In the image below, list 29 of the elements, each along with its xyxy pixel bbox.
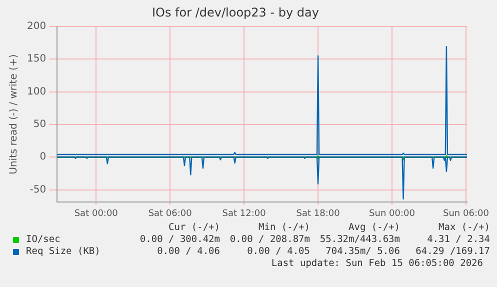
text: Last update: Sun Feb 15 06:05:00 2026 xyxy=(271,258,483,269)
text: 55.32m/443.63m xyxy=(318,234,400,245)
legend-label: Req Size (KB) xyxy=(26,246,100,257)
y-tick-label: 200 xyxy=(26,20,46,32)
y-tick-label: 50 xyxy=(33,119,46,130)
text: 704.35m/ 5.06 xyxy=(324,246,400,257)
text: 4.31 / 2.34 xyxy=(426,234,490,245)
y-tick-label: 100 xyxy=(26,86,46,98)
y-tick-label: 150 xyxy=(26,54,46,65)
text: 64.29 /169.17 xyxy=(414,246,490,257)
legend-label: IO/sec xyxy=(26,234,60,245)
text: 0.00 / 4.06 xyxy=(156,246,220,257)
y-tick-label: 0 xyxy=(40,152,46,163)
x-tick-label: Sat 00:00 xyxy=(74,208,118,219)
x-tick-label: Sun 06:00 xyxy=(443,208,490,219)
x-tick-label: Sat 18:00 xyxy=(296,208,340,219)
text: 0.00 / 300.42m xyxy=(138,234,220,245)
x-tick-label: Sat 12:00 xyxy=(222,208,266,219)
text: Cur (-/+) xyxy=(168,222,220,233)
text: Min (-/+) xyxy=(258,222,310,233)
y-axis-title: Units read (-) / write (+) xyxy=(8,54,20,174)
text: 0.00 / 4.05 xyxy=(246,246,310,257)
y-tick-label: -50 xyxy=(30,184,46,196)
chart-title: IOs for /dev/loop23 - by day xyxy=(152,5,320,20)
text: 0.00 / 208.87m xyxy=(228,234,310,245)
text: Max (-/+) xyxy=(438,222,490,233)
x-tick-label: Sun 00:00 xyxy=(369,208,416,219)
x-tick-label: Sat 06:00 xyxy=(148,208,192,219)
text: Avg (-/+) xyxy=(348,222,400,233)
